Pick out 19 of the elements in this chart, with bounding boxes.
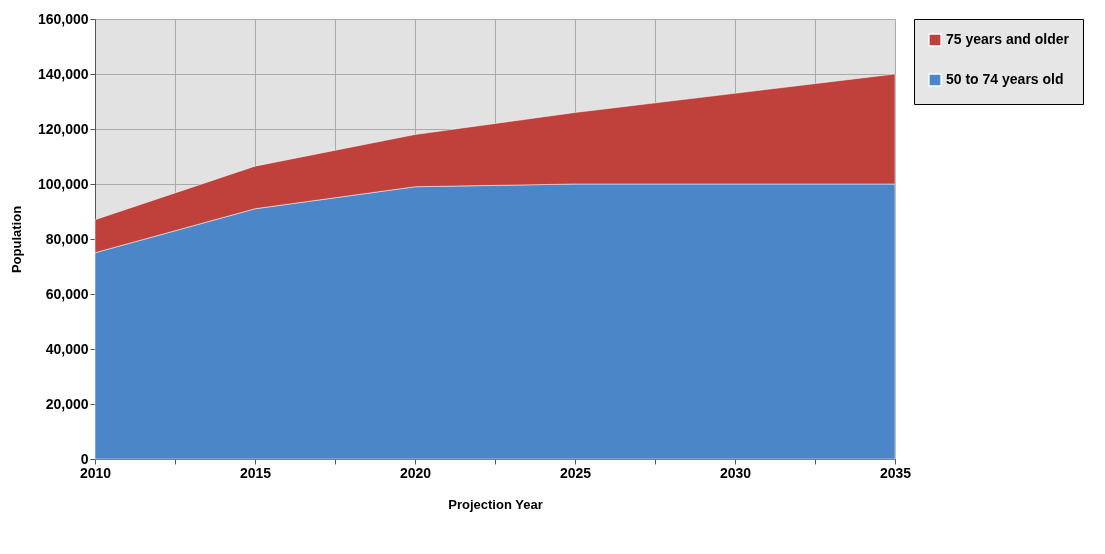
x-tick-label: 2025 — [559, 464, 592, 481]
x-axis-title: Projection Year — [448, 496, 543, 512]
x-tick-label: 2035 — [879, 464, 912, 481]
legend-label: 50 to 74 years old — [946, 71, 1064, 87]
y-tick-label: 80,000 — [45, 230, 89, 247]
x-tick-label: 2010 — [79, 464, 112, 481]
y-tick-label: 120,000 — [37, 120, 89, 137]
legend-label: 75 years and older — [946, 31, 1070, 47]
y-tick-label: 100,000 — [37, 175, 89, 192]
y-tick-label: 20,000 — [45, 395, 89, 412]
x-tick-label: 2020 — [399, 464, 432, 481]
y-tick-label: 160,000 — [37, 10, 89, 27]
y-tick-label: 60,000 — [45, 285, 89, 302]
y-tick-label: 0 — [80, 450, 89, 467]
x-tick-label: 2015 — [239, 464, 272, 481]
y-tick-label: 40,000 — [45, 340, 89, 357]
x-tick-label: 2030 — [719, 464, 752, 481]
y-axis-title: Population — [8, 205, 24, 274]
y-tick-label: 140,000 — [37, 65, 89, 82]
